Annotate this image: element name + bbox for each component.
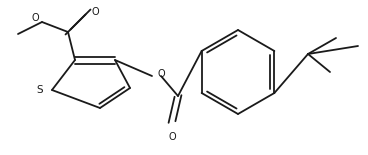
Text: S: S: [37, 85, 43, 95]
Text: O: O: [31, 13, 39, 23]
Text: O: O: [92, 7, 100, 17]
Text: O: O: [168, 132, 176, 142]
Text: O: O: [157, 69, 164, 79]
